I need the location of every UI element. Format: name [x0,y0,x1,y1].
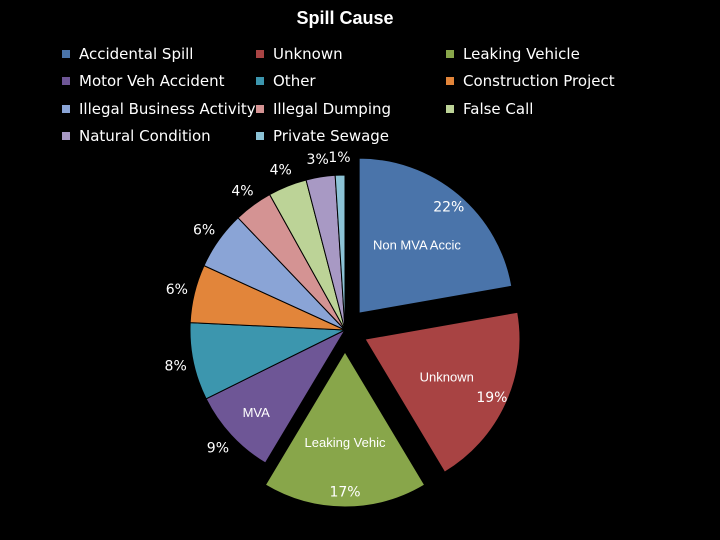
pie-slice-private-sewage [334,174,346,331]
legend-swatch [62,132,70,140]
legend-label: Motor Veh Accident [79,72,225,90]
data-label-false-call: 4% [270,162,292,178]
legend-swatch [256,77,264,85]
pie-slice-unknown [364,311,521,473]
legend-swatch [446,50,454,58]
legend-item-construction-project: Construction Project [446,71,615,91]
legend-item-unknown: Unknown [256,44,343,64]
legend-label: Private Sewage [273,127,390,145]
legend-item-private-sewage: Private Sewage [256,126,389,146]
legend-label: Leaking Vehicle [463,45,580,63]
category-label-motor-veh-accident: MVA [243,405,271,420]
data-label-construction-project: 6% [166,282,188,298]
pie-slice-leaking-vehicle [264,351,426,508]
legend-swatch [62,77,70,85]
legend-label: Construction Project [463,72,615,90]
legend-item-motor-veh-accident: Motor Veh Accident [62,71,225,91]
chart-title: Spill Cause [296,8,394,28]
pie-slice-accidental-spill [358,157,513,314]
data-label-other: 8% [165,358,187,374]
data-label-accidental-spill: 22% [433,199,464,215]
category-label-leaking-vehicle: Leaking Vehic [305,435,386,450]
legend-item-other: Other [256,71,316,91]
legend-label: Illegal Dumping [273,100,392,118]
legend-swatch [62,50,70,58]
legend-swatch [446,105,454,113]
legend-swatch [256,132,264,140]
data-label-illegal-business-activity: 6% [193,223,215,239]
data-label-private-sewage: 1% [328,150,350,166]
legend-label: Natural Condition [79,127,211,145]
legend-swatch [256,50,264,58]
legend-item-illegal-dumping: Illegal Dumping [256,99,391,119]
category-label-unknown: Unknown [420,369,474,384]
legend-item-accidental-spill: Accidental Spill [62,44,193,64]
legend-label: Accidental Spill [79,45,194,63]
legend-label: Unknown [273,45,343,63]
legend-label: False Call [463,100,534,118]
pie-slice-motor-veh-accident [205,328,347,464]
data-label-illegal-dumping: 4% [231,184,253,200]
legend-swatch [62,105,70,113]
legend-item-false-call: False Call [446,99,533,119]
legend-item-leaking-vehicle: Leaking Vehicle [446,44,580,64]
category-label-accidental-spill: Non MVA Accic [373,237,461,252]
data-label-unknown: 19% [476,390,507,406]
legend-label: Illegal Business Activity [79,100,256,118]
legend-label: Other [273,72,316,90]
legend-item-natural-condition: Natural Condition [62,126,211,146]
legend-swatch [446,77,454,85]
legend-swatch [256,105,264,113]
data-label-motor-veh-accident: 9% [207,440,229,456]
legend-item-illegal-business-activity: Illegal Business Activity [62,99,256,119]
data-label-leaking-vehicle: 17% [329,485,360,501]
data-label-natural-condition: 3% [307,152,329,168]
